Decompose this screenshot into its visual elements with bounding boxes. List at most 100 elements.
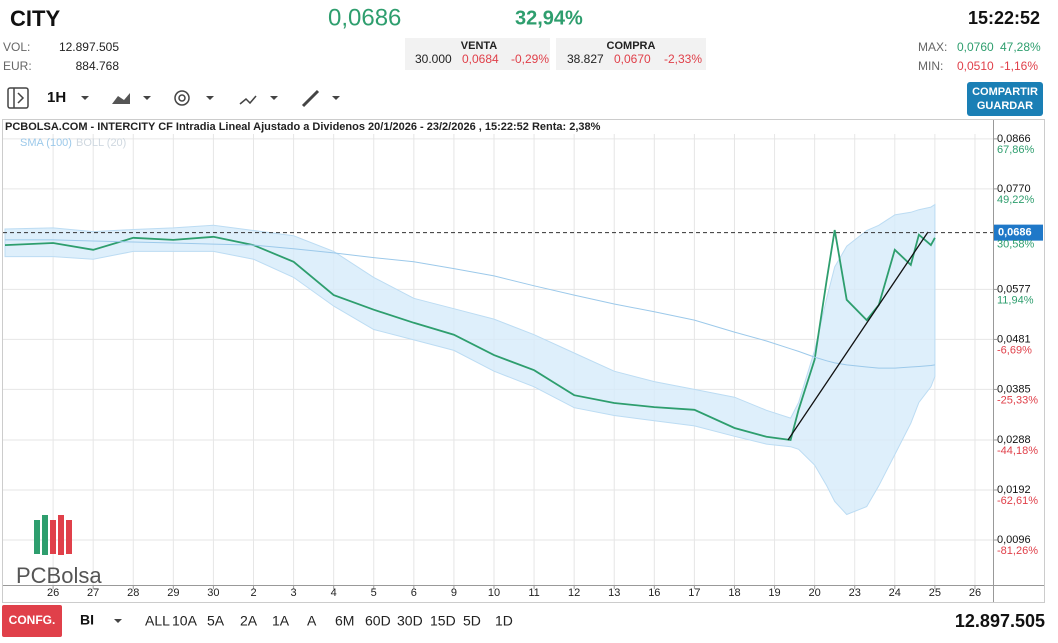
time: 15:22:52 xyxy=(968,8,1040,28)
interval-caret[interactable] xyxy=(81,96,89,100)
indicators[interactable] xyxy=(239,95,257,105)
x-tick-label: 26 xyxy=(47,587,59,599)
period-button[interactable]: 5D xyxy=(463,613,481,629)
x-tick-label: 4 xyxy=(331,587,337,599)
y-tick-pct: 11,94% xyxy=(997,294,1034,306)
legend-boll: BOLL (20) xyxy=(76,137,126,149)
x-tick-label: 29 xyxy=(167,587,179,599)
x-tick-label: 12 xyxy=(568,587,580,599)
bollinger-band xyxy=(4,203,936,516)
draw-tool[interactable] xyxy=(301,89,320,108)
x-tick-label: 24 xyxy=(889,587,901,599)
min: 0,0510 xyxy=(957,59,994,73)
y-tick-label: 0,0192 xyxy=(997,484,1031,496)
compra-price: 0,0670 xyxy=(614,52,651,66)
sma-line xyxy=(5,239,935,369)
y-tick-label: 0,0481 xyxy=(997,333,1031,345)
y-tick-pct: -81,26% xyxy=(997,545,1038,557)
y-tick-label: 0,0866 xyxy=(997,133,1031,145)
x-tick-label: 23 xyxy=(849,587,861,599)
compra-pct: -2,33% xyxy=(664,52,702,66)
x-tick-label: 6 xyxy=(411,587,417,599)
x-tick-label: 10 xyxy=(488,587,500,599)
chart-title: PCBOLSA.COM - INTERCITY CF Intradia Line… xyxy=(5,121,601,133)
current-price-label: 0,0686 xyxy=(998,227,1032,239)
x-tick-label: 11 xyxy=(528,587,539,599)
period-button[interactable]: A xyxy=(307,613,317,629)
period-button[interactable]: 2A xyxy=(240,613,258,629)
y-tick-pct: 67,86% xyxy=(997,144,1035,156)
period-button[interactable]: 30D xyxy=(397,613,423,629)
price: 0,0686 xyxy=(328,4,401,31)
y-tick-label: 0,0770 xyxy=(997,183,1031,195)
period-button[interactable]: 6M xyxy=(335,613,354,629)
max-label: MAX: xyxy=(918,40,947,54)
y-tick-pct: -6,69% xyxy=(997,344,1032,356)
eur-label: EUR: xyxy=(3,59,32,73)
legend-sma: SMA (100) xyxy=(20,137,72,149)
period-button[interactable]: 10A xyxy=(172,613,198,629)
venta-qty: 30.000 xyxy=(415,52,452,66)
y-tick-pct: -62,61% xyxy=(997,495,1038,507)
min-label: MIN: xyxy=(918,59,943,73)
current-price-box xyxy=(994,224,1043,241)
periods: ALL 10A 5A 2A 1A A 6M 60D 30D 15D 5D 1D xyxy=(145,613,513,629)
mode[interactable]: BI xyxy=(80,612,94,628)
x-tick-label: 17 xyxy=(688,587,700,599)
x-tick-label: 28 xyxy=(127,587,139,599)
period-button[interactable]: 1A xyxy=(272,613,290,629)
eur: 884.768 xyxy=(76,59,120,73)
compra-qty: 38.827 xyxy=(567,52,604,66)
x-tick-label: 30 xyxy=(207,587,219,599)
venta-pct: -0,29% xyxy=(511,52,549,66)
period-button[interactable]: 1D xyxy=(495,613,513,629)
venta-box xyxy=(405,38,550,70)
interval[interactable]: 1H xyxy=(47,89,66,106)
period-button[interactable]: 15D xyxy=(430,613,456,629)
period-button[interactable]: 5A xyxy=(207,613,225,629)
config-button[interactable] xyxy=(2,605,62,637)
logo xyxy=(34,515,72,555)
x-tick-label: 26 xyxy=(969,587,981,599)
y-tick-label: 0,0096 xyxy=(997,534,1031,546)
plot xyxy=(3,134,997,589)
save-label: GUARDAR xyxy=(977,100,1033,112)
panel-toggle[interactable] xyxy=(7,87,29,109)
y-tick-label: 0,0577 xyxy=(997,283,1031,295)
change: 32,94% xyxy=(515,7,583,29)
venta-title: VENTA xyxy=(461,40,498,52)
compra-box xyxy=(556,38,706,70)
current-price-pct: 30,58% xyxy=(997,239,1035,251)
compra-title: COMPRA xyxy=(607,40,656,52)
min-pct: -1,16% xyxy=(1000,59,1038,73)
toolbar xyxy=(7,87,340,109)
chart-frame xyxy=(2,119,1045,603)
y-tick-pct: -44,18% xyxy=(997,445,1038,457)
period-button[interactable]: 60D xyxy=(365,613,391,629)
max: 0,0760 xyxy=(957,40,994,54)
x-tick-label: 2 xyxy=(250,587,256,599)
y-tick-pct: -25,33% xyxy=(997,394,1038,406)
x-tick-label: 19 xyxy=(768,587,780,599)
trendline xyxy=(787,231,929,441)
y-tick-pct: 49,22% xyxy=(997,194,1035,206)
vol: 12.897.505 xyxy=(59,40,119,54)
x-tick-label: 9 xyxy=(451,587,457,599)
settings[interactable] xyxy=(174,90,190,106)
logo-text: PCBolsa xyxy=(16,563,102,588)
x-tick-label: 3 xyxy=(291,587,297,599)
share-label: COMPARTIR xyxy=(972,86,1038,98)
mode-caret[interactable] xyxy=(114,619,122,623)
period-button[interactable]: ALL xyxy=(145,613,170,629)
max-pct: 47,28% xyxy=(1000,40,1041,54)
x-tick-label: 20 xyxy=(809,587,821,599)
symbol: CITY xyxy=(10,6,60,31)
x-tick-label: 25 xyxy=(929,587,941,599)
x-tick-label: 18 xyxy=(728,587,740,599)
x-tick-label: 5 xyxy=(371,587,377,599)
footer-volume: 12.897.505 xyxy=(955,611,1045,631)
share-button[interactable] xyxy=(967,82,1043,116)
chart-type[interactable] xyxy=(112,93,130,104)
